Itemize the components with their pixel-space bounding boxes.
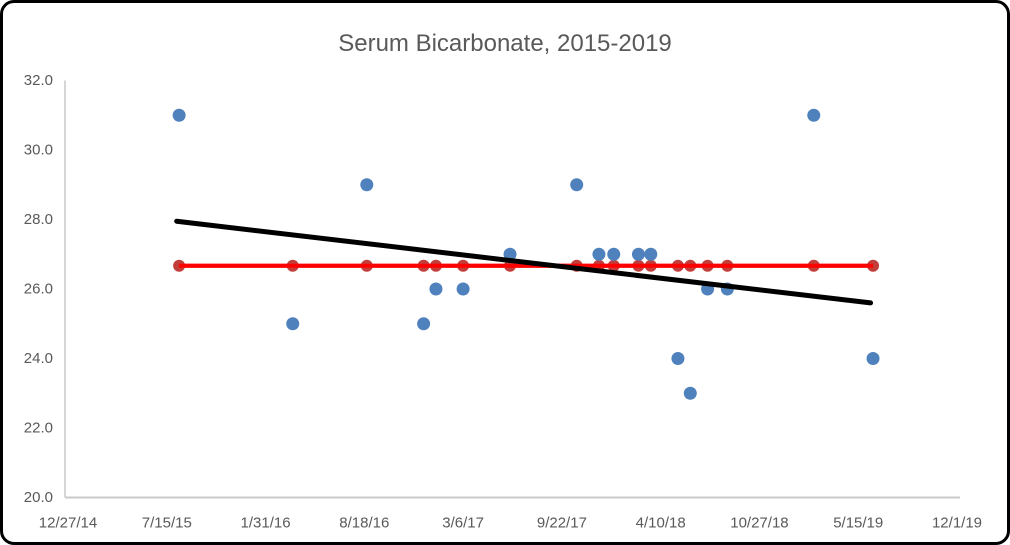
x-tick-label: 1/31/16 xyxy=(241,515,291,532)
scatter-plot: 20.0 22.0 24.0 26.0 28.0 30.0 32.0 12/27/14 7/15… xyxy=(24,72,982,532)
scatter-point xyxy=(172,108,186,122)
trendline xyxy=(174,218,874,306)
x-tick-label: 7/15/15 xyxy=(142,515,192,532)
scatter-point xyxy=(644,247,658,261)
scatter-point xyxy=(429,282,443,296)
scatter-point xyxy=(503,247,517,261)
x-tick-label: 9/22/17 xyxy=(537,515,587,532)
y-tick-label: 24.0 xyxy=(24,350,53,367)
y-tick-label: 22.0 xyxy=(24,420,53,437)
y-tick-label: 28.0 xyxy=(24,211,53,228)
scatter-point xyxy=(360,178,374,192)
x-tick-label: 12/1/19 xyxy=(932,515,982,532)
scatter-point xyxy=(607,247,621,261)
x-tick-label: 5/15/19 xyxy=(833,515,883,532)
scatter-point xyxy=(417,317,431,331)
y-tick-label: 30.0 xyxy=(24,142,53,159)
scatter-point xyxy=(866,352,880,365)
x-tick-label: 12/27/14 xyxy=(39,515,97,532)
x-tick-label: 3/6/17 xyxy=(442,515,484,532)
y-tick-label: 32.0 xyxy=(24,72,53,89)
scatter-point xyxy=(456,282,470,296)
scatter-point xyxy=(631,247,645,261)
x-tick-label: 8/18/16 xyxy=(339,515,389,532)
y-tick-label: 26.0 xyxy=(24,281,53,298)
scatter-point xyxy=(807,108,821,122)
scatter-point xyxy=(570,178,584,192)
y-tick-label: 20.0 xyxy=(24,489,53,506)
chart-title: Serum Bicarbonate, 2015-2019 xyxy=(338,30,672,57)
x-tick-label: 10/27/18 xyxy=(730,515,788,532)
scatter-point xyxy=(671,352,685,365)
scatter-point xyxy=(683,386,697,400)
scatter-point xyxy=(592,247,606,261)
x-tick-label: 4/10/18 xyxy=(636,515,686,532)
scatter-point xyxy=(286,317,300,331)
